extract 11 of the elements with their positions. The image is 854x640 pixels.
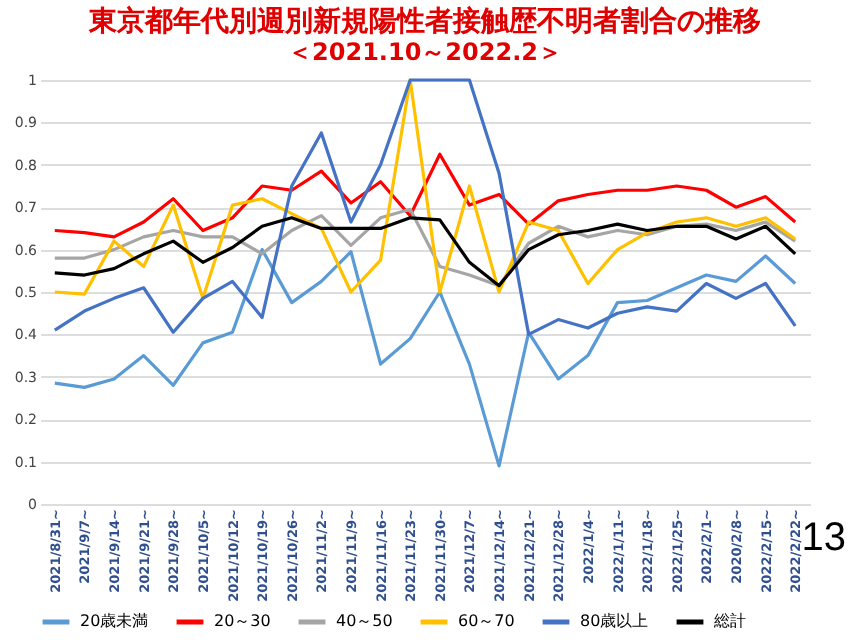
chart-title: 東京都年代別週別新規陽性者接触歴不明者割合の推移 [87,4,761,38]
legend-label: 60～70 [458,612,515,630]
line-series [53,248,797,468]
line-series [53,152,797,239]
legend-label: 80歳以上 [580,612,649,630]
legend-label: 40～50 [336,612,393,630]
legend-label: 20～30 [214,612,271,630]
chart-subtitle: ＜2021.10～2022.2＞ [288,38,562,66]
text: 13 [801,516,846,560]
legend-label: 20歳未満 [80,612,149,630]
legend-label: 総計 [712,612,746,630]
